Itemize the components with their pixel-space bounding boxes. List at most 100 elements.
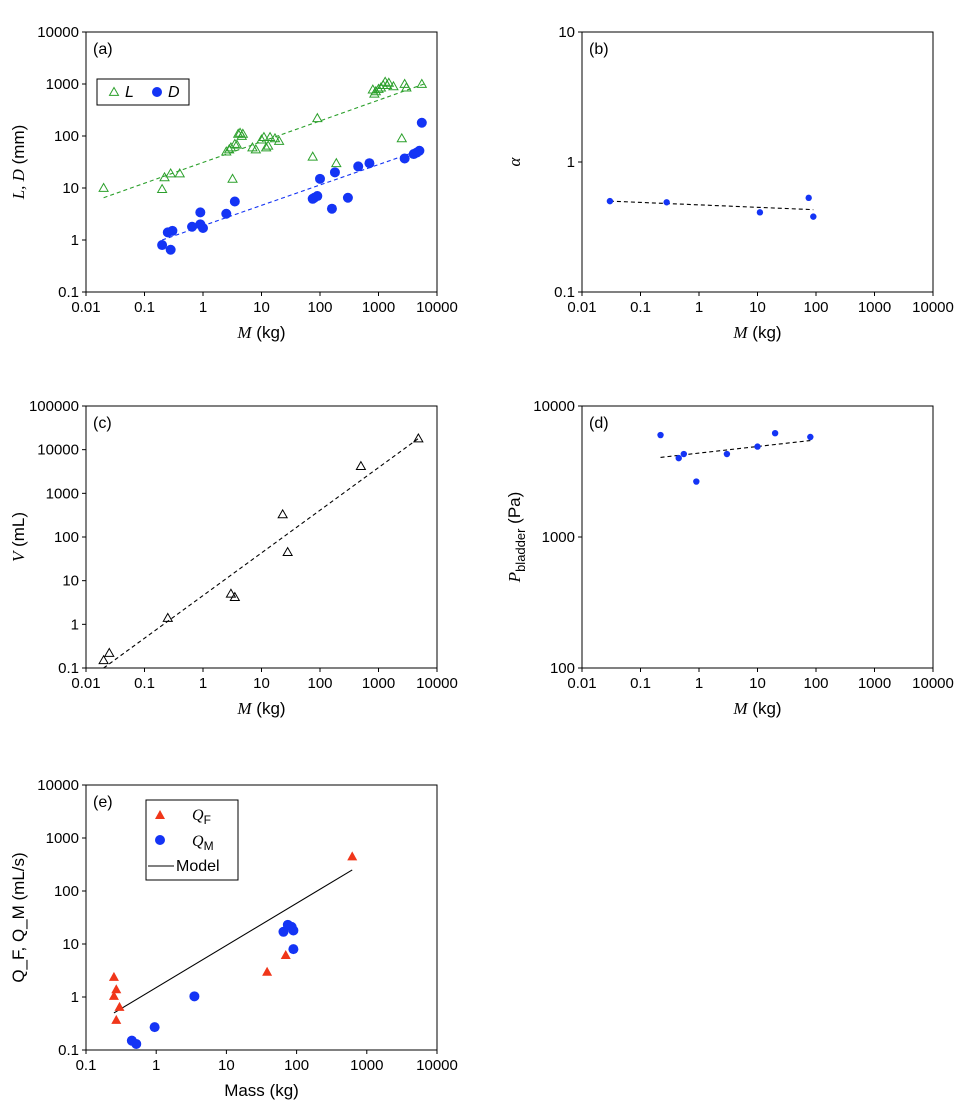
x-tick-label-a: 1: [199, 299, 207, 316]
data-point-a-0-8: [227, 173, 238, 183]
data-point-a-0-36: [388, 80, 399, 91]
data-point-c-0-1: [103, 647, 115, 657]
x-tick-label-b: 1000: [858, 299, 891, 316]
y-axis-symbol-b: α: [505, 156, 524, 166]
data-point-a-0-1: [156, 183, 168, 194]
data-point-a-0-18: [258, 131, 270, 142]
data-point-a-1-5: [195, 207, 206, 218]
y-tick-label-c: 10: [62, 573, 79, 590]
data-point-a-0-35: [383, 77, 395, 87]
data-point-a-1-9: [229, 196, 240, 207]
x-axis-symbol-c: M: [236, 699, 252, 718]
x-tick-label-d: 1: [695, 675, 703, 692]
x-tick-label-c: 1: [199, 675, 207, 692]
data-point-a-0-19: [260, 142, 272, 152]
data-point-a-0-4: [174, 167, 186, 178]
y-tick-label-e: 10: [62, 936, 79, 953]
data-point-a-1-18: [364, 158, 375, 169]
data-point-b-0-0: [606, 197, 614, 205]
data-point-d-0-4: [723, 450, 731, 458]
x-tick-label-d: 0.1: [630, 675, 651, 692]
x-axis-label-b: M (kg): [732, 323, 781, 342]
y-tick-label-d: 10000: [533, 398, 575, 415]
data-point-e-0-6: [280, 950, 291, 960]
y-tick-label-e: 0.1: [58, 1042, 79, 1059]
panel-c-chart: 0.01 0.1 1 10 100 1000 100000.1110100100010000…: [9, 398, 458, 718]
data-point-d-0-5: [754, 443, 761, 450]
x-axis-unit-a: (kg): [252, 323, 286, 342]
data-point-b-0-1: [663, 199, 670, 206]
x-axis-symbol-a: M: [236, 323, 252, 342]
x-tick-label-d: 10000: [912, 675, 954, 692]
x-tick-label-b: 0.1: [630, 299, 651, 316]
x-tick-label-c: 10000: [416, 675, 458, 692]
data-point-a-0-17: [256, 134, 267, 144]
x-tick-label-c: 100: [307, 675, 332, 692]
y-tick-label-a: 10: [62, 180, 79, 197]
y-tick-label-c: 100000: [29, 398, 79, 415]
data-point-a-1-2: [165, 244, 176, 255]
y-axis-label-e: Q_F, Q_M (mL/s): [9, 852, 28, 982]
data-point-a-1-3: [167, 225, 178, 236]
x-tick-label-b: 10: [749, 299, 766, 316]
data-point-a-0-37: [396, 132, 408, 143]
data-point-c-0-8: [412, 433, 424, 443]
data-point-a-1-16: [342, 192, 353, 203]
data-point-e-1-1: [131, 1038, 142, 1049]
data-point-e-1-2: [149, 1022, 160, 1033]
legend-label-QF-sub: F: [204, 813, 211, 827]
legend-box-a: [96, 78, 190, 106]
legend-label-QF-sym: Q: [192, 807, 204, 824]
fit-line-b-0: [609, 200, 814, 211]
data-point-a-1-4: [187, 221, 198, 232]
data-point-a-0-40: [416, 78, 428, 88]
panel-label-c: (c): [93, 415, 112, 432]
data-point-a-0-23: [273, 135, 285, 145]
data-point-e-0-0: [108, 971, 119, 981]
data-point-e-1-7: [288, 925, 299, 936]
y-axis-label-d: Pbladder (Pa): [505, 492, 528, 584]
legend-marker-D: [152, 87, 162, 97]
data-point-a-0-16: [250, 143, 262, 154]
data-point-e-1-8: [288, 944, 299, 955]
y-tick-label-a: 1000: [46, 76, 79, 93]
y-tick-label-a: 10000: [37, 24, 79, 41]
x-tick-label-d: 100: [803, 675, 828, 692]
data-point-a-0-6: [223, 143, 235, 154]
x-tick-label-c: 0.1: [134, 675, 155, 692]
plot-frame-a: [85, 31, 438, 293]
y-tick-label-a: 0.1: [58, 284, 79, 301]
y-tick-label-a: 1: [71, 232, 79, 249]
x-tick-label-e: 1: [152, 1057, 160, 1074]
data-point-e-0-4: [111, 1014, 122, 1024]
y-tick-label-d: 100: [550, 660, 575, 677]
fit-line-e-0: [113, 869, 353, 1014]
y-tick-label-e: 1: [71, 989, 79, 1006]
y-axis-unit-d: (Pa): [505, 492, 524, 529]
data-point-d-0-3: [693, 478, 700, 485]
legend-marker-QM: [155, 835, 165, 845]
x-tick-label-a: 10: [253, 299, 270, 316]
plot-frame-b: [581, 31, 934, 293]
panel-label-d: (d): [589, 415, 609, 432]
data-point-a-0-9: [229, 138, 241, 148]
x-tick-label-a: 10000: [416, 299, 458, 316]
data-point-c-0-6: [282, 546, 294, 557]
x-tick-label-c: 0.01: [71, 675, 100, 692]
x-tick-label-d: 1000: [858, 675, 891, 692]
y-axis-symbol-d: P: [505, 572, 524, 583]
y-tick-label-e: 1000: [46, 830, 79, 847]
legend-marker-QF: [155, 810, 165, 819]
x-tick-label-a: 0.1: [134, 299, 155, 316]
x-tick-label-e: 100: [284, 1057, 309, 1074]
data-point-d-0-7: [807, 433, 814, 441]
panel-d-chart: 0.01 0.1 1 10 100 1000 10000 100 1000 10000 (d) M (…: [505, 398, 954, 718]
data-point-d-0-6: [771, 429, 779, 437]
data-point-c-0-4: [229, 591, 241, 601]
y-axis-subscript-d: bladder: [513, 528, 528, 572]
data-point-a-1-23: [416, 117, 427, 128]
data-point-a-1-19: [399, 153, 410, 164]
x-axis-symbol-b: M: [732, 323, 748, 342]
